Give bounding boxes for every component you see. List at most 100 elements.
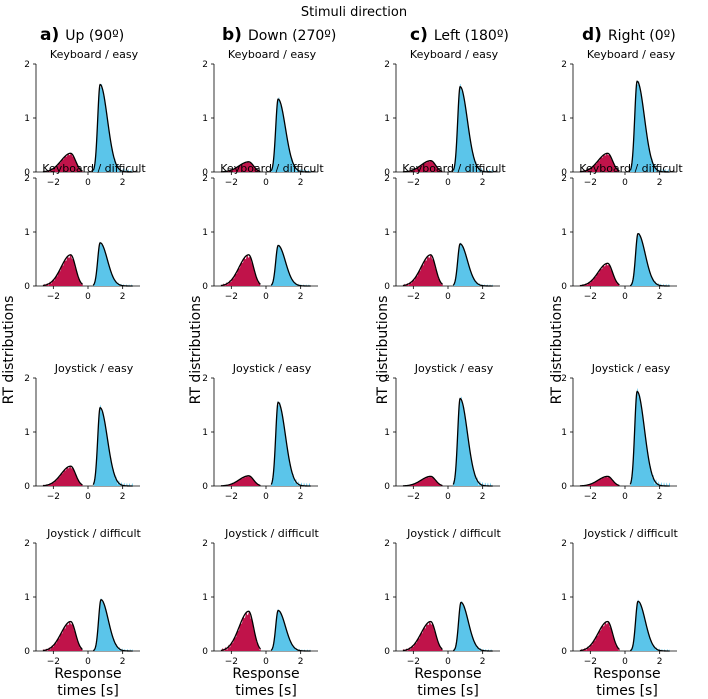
panel-title: Joystick / easy (591, 362, 671, 375)
y-tick-label: 2 (24, 539, 30, 549)
x-tick-label: 2 (120, 178, 126, 188)
error-fit-line (220, 610, 261, 652)
y-tick-label: 1 (384, 114, 390, 124)
column-letter: d) (582, 25, 602, 45)
x-tick-label: 0 (85, 292, 91, 302)
correct-distribution-area (630, 387, 671, 486)
x-tick-label: 2 (480, 657, 486, 667)
error-distribution-area (42, 254, 83, 286)
y-tick-label: 0 (561, 282, 567, 292)
error-fit-line (220, 254, 261, 287)
error-fit-line (579, 262, 620, 287)
correct-fit-line (452, 397, 493, 487)
rt-panel: Joystick / difficult 0 1 2 −2 0 2 (561, 527, 678, 667)
y-tick-label: 1 (384, 228, 390, 238)
panel-title: Joystick / difficult (46, 527, 141, 540)
x-tick-label: −2 (584, 178, 597, 188)
correct-distribution-area (93, 404, 134, 486)
panel-title: Keyboard / easy (587, 48, 676, 61)
correct-distribution-area (271, 96, 312, 172)
x-tick-label: 0 (263, 492, 269, 502)
y-tick-label: 2 (561, 539, 567, 549)
x-tick-label: 0 (445, 492, 451, 502)
column-label: Up (90º) (65, 28, 124, 44)
correct-fit-line (452, 243, 493, 287)
y-tick-label: 0 (24, 482, 30, 492)
error-fit-line (579, 620, 620, 652)
panel-title: Keyboard / difficult (579, 162, 683, 175)
column-header-right: d) Right (0º) (582, 25, 676, 45)
correct-fit-line (629, 80, 670, 173)
error-distribution-area (42, 466, 83, 486)
y-tick-label: 0 (384, 647, 390, 657)
correct-distribution-area (630, 232, 671, 286)
y-tick-label: 2 (384, 174, 390, 184)
x-tick-label: −2 (584, 492, 597, 502)
error-distribution-area (220, 161, 261, 172)
x-axis-label: Response (232, 666, 299, 682)
rt-panel: Joystick / difficult 0 1 2 −2 0 2 (384, 527, 501, 667)
y-tick-label: 1 (202, 228, 208, 238)
y-tick-label: 2 (202, 60, 208, 70)
y-tick-label: 2 (384, 539, 390, 549)
x-tick-label: 2 (298, 178, 304, 188)
panel-title: Joystick / easy (414, 362, 494, 375)
panel-title: Keyboard / easy (50, 48, 139, 61)
panel-title: Joystick / easy (232, 362, 312, 375)
y-tick-label: 2 (561, 374, 567, 384)
column-label: Down (270º) (248, 28, 336, 44)
correct-fit-line (629, 390, 670, 487)
correct-fit-line (92, 599, 133, 652)
error-distribution-area (579, 153, 620, 172)
error-distribution-area (402, 160, 443, 172)
rt-panel: Joystick / easy 0 1 2 −2 0 2 (24, 362, 140, 502)
correct-fit-line (452, 85, 493, 173)
column-letter: a) (40, 25, 59, 45)
x-tick-label: 0 (263, 657, 269, 667)
correct-fit-line (92, 83, 133, 173)
x-tick-label: 2 (120, 657, 126, 667)
x-axis-label: times [s] (596, 683, 658, 699)
correct-fit-line (452, 601, 493, 652)
error-fit-line (402, 620, 443, 652)
y-tick-label: 2 (202, 174, 208, 184)
error-distribution-area (220, 475, 261, 486)
x-axis-label: times [s] (417, 683, 479, 699)
y-tick-label: 1 (24, 428, 30, 438)
correct-fit-line (629, 232, 670, 287)
x-tick-label: 2 (657, 657, 663, 667)
rt-panel: Joystick / easy 0 1 2 −2 0 2 (561, 362, 677, 502)
panel-title: Keyboard / difficult (402, 162, 506, 175)
y-tick-label: 2 (384, 60, 390, 70)
error-fit-line (579, 475, 620, 487)
correct-fit-line (92, 242, 133, 287)
panel-title: Joystick / easy (54, 362, 134, 375)
x-tick-label: 2 (120, 492, 126, 502)
y-axis-label: RT distributions (188, 296, 204, 405)
y-tick-label: 2 (24, 174, 30, 184)
panel-title: Keyboard / easy (228, 48, 317, 61)
y-tick-label: 0 (384, 282, 390, 292)
y-axis-label: RT distributions (549, 296, 565, 405)
y-tick-label: 1 (561, 114, 567, 124)
x-tick-label: 0 (85, 492, 91, 502)
correct-distribution-area (93, 84, 134, 172)
correct-distribution-area (271, 400, 312, 486)
panel-title: Joystick / difficult (224, 527, 319, 540)
x-tick-label: 0 (445, 657, 451, 667)
figure-title: Stimuli direction (301, 5, 407, 20)
x-tick-label: 0 (85, 657, 91, 667)
x-axis-label: Response (414, 666, 481, 682)
x-axis-label: times [s] (235, 683, 297, 699)
x-tick-label: 0 (445, 292, 451, 302)
correct-distribution-area (271, 609, 312, 651)
x-tick-label: 2 (657, 178, 663, 188)
x-tick-label: −2 (225, 657, 238, 667)
correct-distribution-area (453, 396, 494, 486)
column-header-down: b) Down (270º) (222, 25, 336, 45)
